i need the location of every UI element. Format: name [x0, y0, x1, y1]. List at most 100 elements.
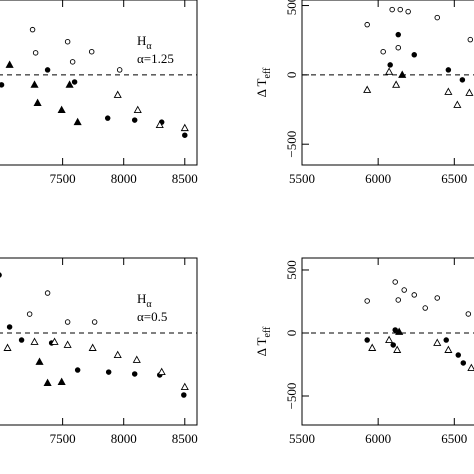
data-point: [395, 31, 402, 38]
data-point: [69, 59, 76, 65]
x-tick-label: 6000: [365, 171, 391, 186]
data-point: [29, 26, 36, 33]
data-point: [74, 367, 81, 373]
data-point: [467, 36, 474, 43]
panel: 5500 6000 6500 −500 0 500 Δ Teff: [254, 0, 474, 186]
data-point: [445, 67, 452, 73]
data-point: [392, 327, 398, 333]
x-tick-label: 8500: [172, 431, 198, 446]
data-point: [433, 338, 442, 346]
data-point: [44, 67, 51, 73]
data-point: [132, 355, 141, 363]
y-axis-label-sub: eff: [262, 67, 273, 79]
data-point: [116, 67, 123, 73]
data-point: [401, 287, 407, 293]
data-point: [443, 337, 449, 343]
data-point: [395, 297, 402, 303]
data-point: [387, 62, 393, 68]
y-tick-label: 500: [284, 260, 299, 280]
data-point: [444, 87, 453, 95]
data-point: [113, 90, 122, 98]
data-point: [385, 67, 394, 75]
data-point: [422, 305, 428, 311]
data-point: [30, 337, 39, 345]
data-point: [73, 117, 82, 126]
data-point: [65, 80, 74, 88]
data-point: [389, 6, 395, 13]
x-tick-label: 8500: [172, 171, 198, 186]
annotation: α=0.5: [137, 309, 167, 324]
panel: 7500 8000 8500 Hαα=1.25: [0, 0, 198, 186]
x-tick-label: 7500: [50, 171, 76, 186]
data-point: [131, 371, 138, 377]
plot-frame: [301, 257, 474, 426]
data-point: [453, 100, 462, 108]
data-point: [180, 382, 189, 391]
data-point: [411, 292, 418, 298]
data-point: [64, 38, 71, 45]
y-tick-label: 0: [284, 330, 299, 337]
data-point: [397, 6, 403, 13]
x-tick-label: 5500: [289, 171, 315, 186]
data-point: [465, 88, 474, 96]
y-axis-label-main: Δ T: [254, 78, 269, 97]
annotation: α=1.25: [137, 51, 174, 66]
data-point: [392, 279, 398, 285]
annotation: Hα: [137, 291, 152, 310]
data-point: [434, 14, 440, 21]
data-point: [181, 392, 187, 398]
plot-frame: [0, 257, 198, 426]
data-point: [0, 82, 5, 88]
data-point: [44, 290, 51, 296]
data-point: [390, 342, 396, 348]
annotation-sub: α: [146, 41, 152, 52]
plot-frame: [0, 0, 198, 166]
data-point: [133, 105, 142, 114]
data-point: [398, 70, 407, 78]
data-point: [180, 123, 189, 132]
data-point: [131, 117, 138, 123]
data-point: [182, 132, 188, 138]
x-tick-label: 6500: [441, 171, 467, 186]
data-point: [465, 311, 472, 317]
data-point: [368, 343, 377, 351]
data-point: [364, 337, 370, 343]
data-point: [57, 105, 66, 114]
data-point: [91, 319, 98, 325]
data-point: [35, 357, 44, 365]
data-point: [363, 85, 372, 93]
y-tick-label: −500: [284, 131, 299, 158]
y-axis-label: Δ Teff: [254, 67, 273, 97]
data-point: [364, 21, 370, 28]
data-point: [104, 115, 111, 121]
data-point: [467, 363, 474, 371]
data-point: [32, 50, 39, 56]
data-point: [3, 343, 12, 351]
x-tick-label: 8000: [111, 171, 137, 186]
data-point: [411, 52, 418, 58]
data-point: [43, 378, 52, 386]
data-point: [88, 48, 95, 55]
data-point: [5, 60, 14, 68]
annotation-sub: α: [146, 299, 152, 310]
data-point: [33, 98, 42, 106]
data-point: [57, 377, 66, 385]
data-point: [364, 298, 370, 304]
data-point: [395, 327, 404, 335]
annotation-main: H: [137, 33, 146, 48]
plot-frame: [301, 0, 474, 166]
data-point: [393, 345, 402, 353]
annotation: Hα: [137, 33, 152, 52]
y-axis-label-main: Δ T: [254, 337, 269, 356]
data-point: [459, 77, 466, 83]
data-point: [405, 8, 411, 15]
data-point: [157, 367, 166, 376]
data-point: [434, 295, 440, 301]
data-point: [444, 345, 453, 353]
data-point: [460, 360, 467, 366]
data-point: [380, 48, 386, 55]
data-point: [26, 311, 33, 317]
data-point: [392, 80, 401, 88]
